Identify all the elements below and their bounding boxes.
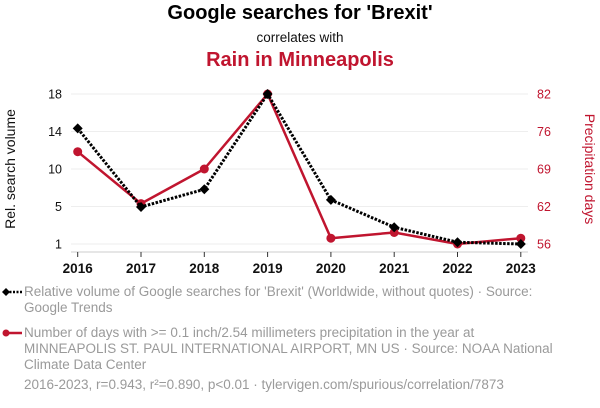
x-tick-label: 2017 bbox=[126, 261, 156, 276]
chart-title: Google searches for 'Brexit' bbox=[167, 2, 433, 24]
x-tick-label: 2018 bbox=[189, 261, 220, 276]
series-brexit-point bbox=[199, 184, 210, 195]
series-brexit-point bbox=[325, 194, 336, 205]
series-brexit-point bbox=[136, 201, 146, 212]
series-rain-point bbox=[326, 233, 336, 243]
series-brexit-point bbox=[262, 89, 273, 99]
y-right-tick-label: 56 bbox=[537, 238, 551, 252]
y-right-tick-label: 69 bbox=[537, 163, 551, 177]
y-left-axis-title: Rel. search volume bbox=[2, 109, 18, 229]
series-rain-point bbox=[73, 147, 83, 157]
y-left-tick-label: 5 bbox=[55, 200, 62, 214]
series-brexit-point bbox=[452, 237, 463, 248]
x-tick-label: 2022 bbox=[442, 261, 472, 276]
series-rain-point bbox=[199, 164, 209, 174]
y-right-axis-title: Precipitation days bbox=[582, 114, 598, 225]
x-tick-label: 2019 bbox=[253, 261, 283, 276]
stats-footer: 2016-2023, r=0.943, r²=0.890, p<0.01 · t… bbox=[24, 377, 504, 392]
series-rain-point bbox=[516, 233, 526, 243]
axes: 1 56 5 62 10 69 14 76 18 82 2016 2017 2018 2019 2020 20… bbox=[2, 88, 598, 277]
x-tick-label: 2016 bbox=[63, 261, 94, 276]
series-rain-line bbox=[76, 92, 521, 246]
y-left-tick-label: 18 bbox=[48, 88, 62, 102]
x-tick-label: 2021 bbox=[379, 261, 410, 276]
circle-line-icon bbox=[2, 329, 22, 337]
y-right-tick-label: 82 bbox=[537, 88, 551, 102]
series-layer bbox=[72, 89, 526, 249]
series-rain-point bbox=[389, 227, 399, 237]
chart-title-secondary: Rain in Minneapolis bbox=[206, 49, 394, 71]
y-left-tick-label: 14 bbox=[48, 125, 62, 139]
y-right-tick-label: 62 bbox=[537, 200, 551, 214]
series-brexit-point bbox=[389, 222, 400, 233]
chart-subtitle: correlates with bbox=[256, 30, 344, 45]
legend-label: Number of days with >= 0.1 inch/2.54 mil… bbox=[24, 325, 553, 372]
y-left-tick-label: 10 bbox=[48, 163, 62, 177]
series-brexit-point bbox=[515, 239, 526, 249]
y-right-tick-label: 76 bbox=[537, 125, 551, 139]
x-tick-label: 2020 bbox=[316, 261, 346, 276]
legend-label: Relative volume of Google searches for '… bbox=[24, 284, 533, 315]
series-brexit-point bbox=[72, 123, 83, 134]
diamond-dotted-line-icon bbox=[2, 288, 22, 296]
y-left-tick-label: 1 bbox=[55, 238, 62, 252]
x-tick-label: 2023 bbox=[506, 261, 537, 276]
